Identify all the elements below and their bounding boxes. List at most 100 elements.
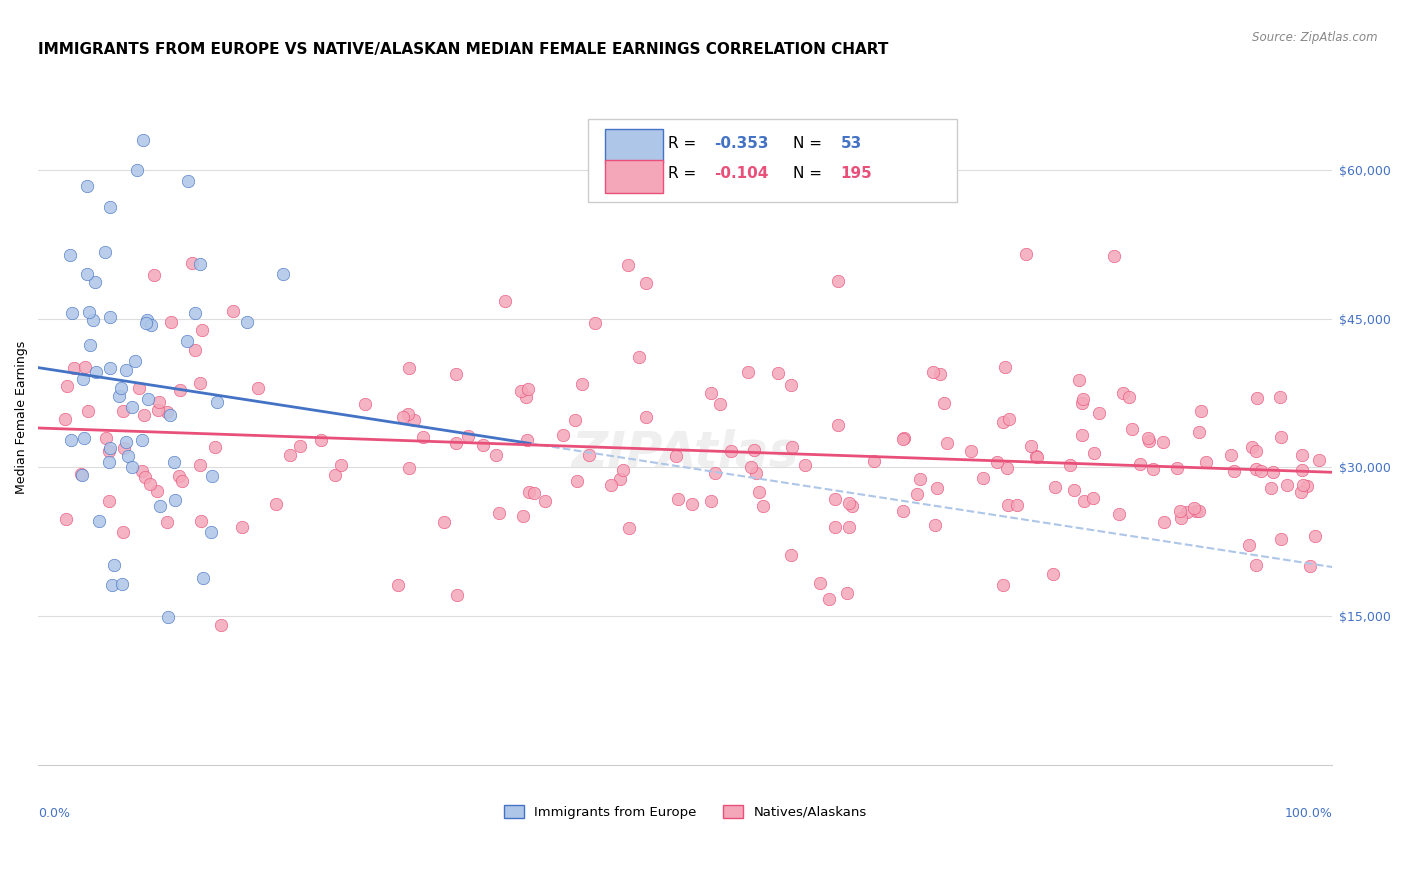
Point <box>495 293 517 308</box>
Point <box>70 467 93 481</box>
Point <box>935 435 957 450</box>
Point <box>1111 385 1133 400</box>
Point <box>98 441 121 455</box>
Point <box>1189 404 1212 418</box>
Point <box>617 520 640 534</box>
Text: IMMIGRANTS FROM EUROPE VS NATIVE/ALASKAN MEDIAN FEMALE EARNINGS CORRELATION CHAR: IMMIGRANTS FROM EUROPE VS NATIVE/ALASKAN… <box>38 42 889 57</box>
Point <box>181 256 204 270</box>
Point <box>740 460 762 475</box>
Point <box>141 318 163 332</box>
Point <box>1071 428 1094 442</box>
Point <box>780 378 803 392</box>
Point <box>1223 464 1246 478</box>
Point <box>98 310 121 325</box>
Point <box>1088 407 1111 421</box>
Point <box>665 449 688 463</box>
Point <box>231 520 253 534</box>
Point <box>156 405 179 419</box>
Point <box>125 162 148 177</box>
Point <box>609 472 631 486</box>
Point <box>433 515 456 529</box>
Point <box>1291 449 1313 463</box>
Point <box>193 571 215 585</box>
Point <box>827 417 849 432</box>
Point <box>1237 538 1260 552</box>
Point <box>1153 515 1175 529</box>
Point <box>516 433 538 447</box>
Text: ZIPAtlas: ZIPAtlas <box>572 428 799 476</box>
Point <box>997 498 1019 512</box>
Point <box>891 432 914 446</box>
Point <box>72 468 94 483</box>
Point <box>221 303 243 318</box>
Point <box>60 306 83 320</box>
Point <box>157 610 180 624</box>
Point <box>1083 491 1105 505</box>
Point <box>103 558 125 573</box>
Y-axis label: Median Female Earnings: Median Female Earnings <box>15 341 28 494</box>
Point <box>1071 392 1094 407</box>
Text: 0.0%: 0.0% <box>38 806 70 820</box>
Point <box>84 365 107 379</box>
Point <box>55 379 77 393</box>
Point <box>1188 425 1211 439</box>
Point <box>1118 390 1140 404</box>
Point <box>159 408 181 422</box>
Point <box>98 200 121 214</box>
Point <box>1067 373 1090 387</box>
Point <box>132 408 155 422</box>
Point <box>1083 446 1105 460</box>
Point <box>994 359 1017 374</box>
Point <box>204 440 226 454</box>
Point <box>148 395 170 409</box>
Point <box>681 497 703 511</box>
Point <box>97 455 120 469</box>
Point <box>200 525 222 540</box>
Point <box>53 412 76 426</box>
Point <box>446 588 468 602</box>
Point <box>1296 479 1319 493</box>
Point <box>146 402 169 417</box>
Point <box>131 464 153 478</box>
Point <box>402 412 425 426</box>
Point <box>114 435 136 450</box>
Point <box>121 460 143 475</box>
Point <box>1303 529 1326 543</box>
Point <box>995 461 1018 475</box>
Point <box>827 274 849 288</box>
FancyBboxPatch shape <box>588 119 957 202</box>
Point <box>1182 500 1205 515</box>
Point <box>1170 511 1192 525</box>
Point <box>893 431 915 445</box>
Point <box>176 334 198 348</box>
Point <box>288 439 311 453</box>
Point <box>1261 465 1284 479</box>
Point <box>392 409 415 424</box>
Point <box>1250 464 1272 478</box>
Point <box>83 275 105 289</box>
Point <box>1005 499 1028 513</box>
Point <box>824 491 846 506</box>
Point <box>1142 462 1164 476</box>
Point <box>111 404 134 418</box>
Point <box>578 448 600 462</box>
Point <box>1291 485 1313 500</box>
Point <box>76 178 98 193</box>
Point <box>354 397 377 411</box>
Point <box>1291 463 1313 477</box>
Point <box>246 381 269 395</box>
Point <box>571 377 593 392</box>
Point <box>510 384 533 399</box>
Point <box>818 591 841 606</box>
Point <box>905 487 928 501</box>
Point <box>1241 440 1264 454</box>
Point <box>908 472 931 486</box>
Point <box>1043 480 1066 494</box>
Point <box>472 438 495 452</box>
Point <box>82 313 104 327</box>
Point <box>177 174 200 188</box>
Point <box>1108 508 1130 522</box>
Point <box>986 455 1008 469</box>
Point <box>121 401 143 415</box>
Point <box>73 431 96 445</box>
